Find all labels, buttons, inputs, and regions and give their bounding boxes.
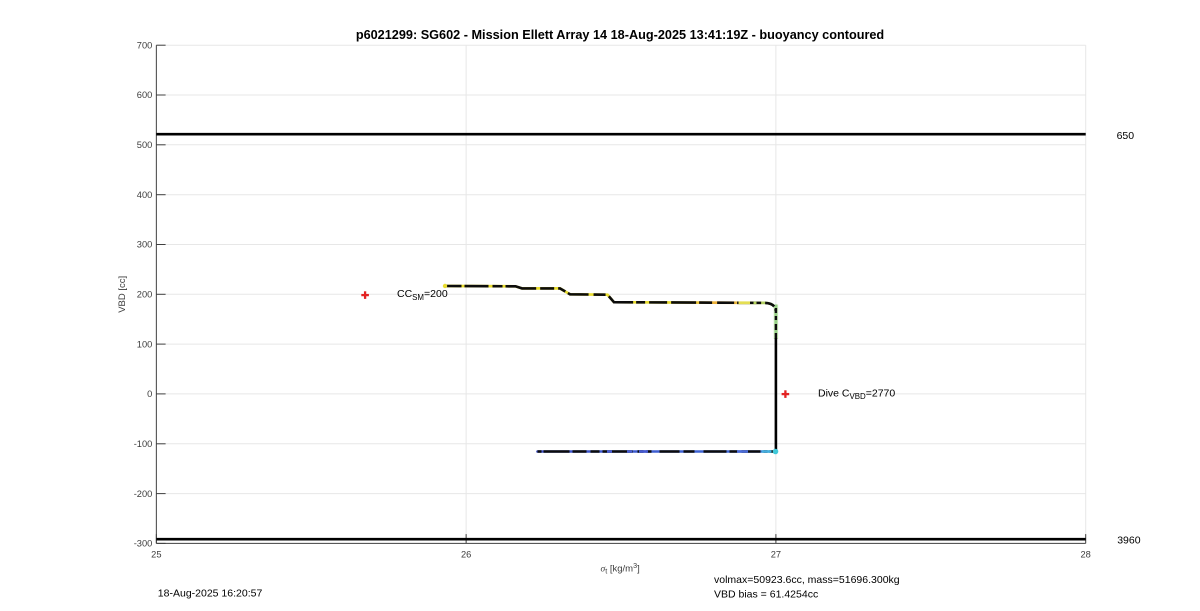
svg-text:300: 300 (137, 240, 153, 250)
svg-text:400: 400 (137, 190, 153, 200)
svg-text:600: 600 (137, 90, 153, 100)
svg-text:3960: 3960 (1117, 535, 1141, 547)
svg-text:650: 650 (1117, 130, 1135, 142)
svg-text:18-Aug-2025 16:20:57: 18-Aug-2025 16:20:57 (158, 588, 263, 600)
svg-text:28: 28 (1081, 549, 1091, 559)
svg-text:-300: -300 (134, 539, 153, 549)
svg-text:p6021299: SG602 - Mission Elle: p6021299: SG602 - Mission Ellett Array 1… (356, 28, 884, 42)
svg-text:VBD bias = 61.4254cc: VBD bias = 61.4254cc (714, 589, 818, 601)
svg-text:CCSM=200: CCSM=200 (397, 288, 448, 302)
svg-text:700: 700 (137, 40, 153, 50)
svg-text:100: 100 (137, 339, 153, 349)
svg-text:-100: -100 (134, 439, 153, 449)
svg-text:σt [kg/m3]: σt [kg/m3] (601, 561, 640, 576)
svg-text:0: 0 (147, 389, 152, 399)
svg-text:volmax=50923.6cc, mass=51696.3: volmax=50923.6cc, mass=51696.300kg (714, 574, 900, 586)
svg-text:Dive CVBD=2770: Dive CVBD=2770 (818, 388, 895, 402)
svg-text:25: 25 (151, 549, 161, 559)
svg-text:-200: -200 (134, 489, 153, 499)
svg-text:500: 500 (137, 140, 153, 150)
svg-text:200: 200 (137, 290, 153, 300)
svg-text:27: 27 (771, 549, 781, 559)
svg-text:VBD [cc]: VBD [cc] (117, 276, 128, 313)
svg-text:26: 26 (461, 549, 471, 559)
